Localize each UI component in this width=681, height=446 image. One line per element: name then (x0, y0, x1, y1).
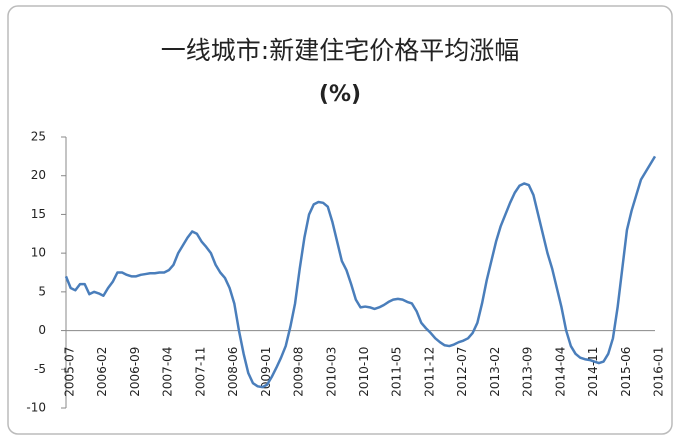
y-tick-label: 10 (31, 246, 46, 260)
x-tick-label: 2015-06 (619, 347, 633, 397)
x-tick-label: 2010-03 (324, 347, 338, 397)
y-tick-label: -5 (34, 362, 46, 376)
x-tick-label: 2006-09 (128, 347, 142, 397)
x-tick-label: 2014-04 (553, 347, 567, 397)
x-tick-label: 2007-04 (161, 347, 175, 397)
line (64, 155, 657, 389)
x-tick-label: 2012-07 (455, 347, 469, 397)
x-tick-label: 2005-07 (63, 347, 77, 397)
x-tick-label: 2011-05 (390, 347, 404, 397)
x-tick-label: 2014-11 (586, 347, 600, 397)
chart-title: 一线城市:新建住宅价格平均涨幅 (161, 36, 519, 65)
x-tick-label: 2008-06 (226, 347, 240, 397)
chart-frame (7, 5, 673, 435)
x-tick-label: 2013-02 (488, 347, 502, 397)
x-tick-label: 2007-11 (193, 347, 207, 397)
y-tick-label: 20 (31, 168, 46, 182)
chart-subtitle: (%) (319, 82, 361, 107)
y-tick-label: 25 (31, 130, 46, 144)
y-tick-label: 5 (38, 284, 46, 298)
y-tick-label: 0 (38, 323, 46, 337)
x-tick-label: 2010-10 (357, 347, 371, 397)
x-tick-label: 2009-08 (292, 347, 306, 397)
x-tick-label: 2011-12 (422, 347, 436, 397)
x-tick-label: 2013-09 (521, 347, 535, 397)
x-tick-label: 2016-01 (652, 347, 666, 397)
x-tick-label: 2006-02 (95, 347, 109, 397)
y-tick-label: -10 (26, 401, 46, 415)
x-tick-label: 2009-01 (259, 347, 273, 397)
y-tick-label: 15 (31, 207, 46, 221)
